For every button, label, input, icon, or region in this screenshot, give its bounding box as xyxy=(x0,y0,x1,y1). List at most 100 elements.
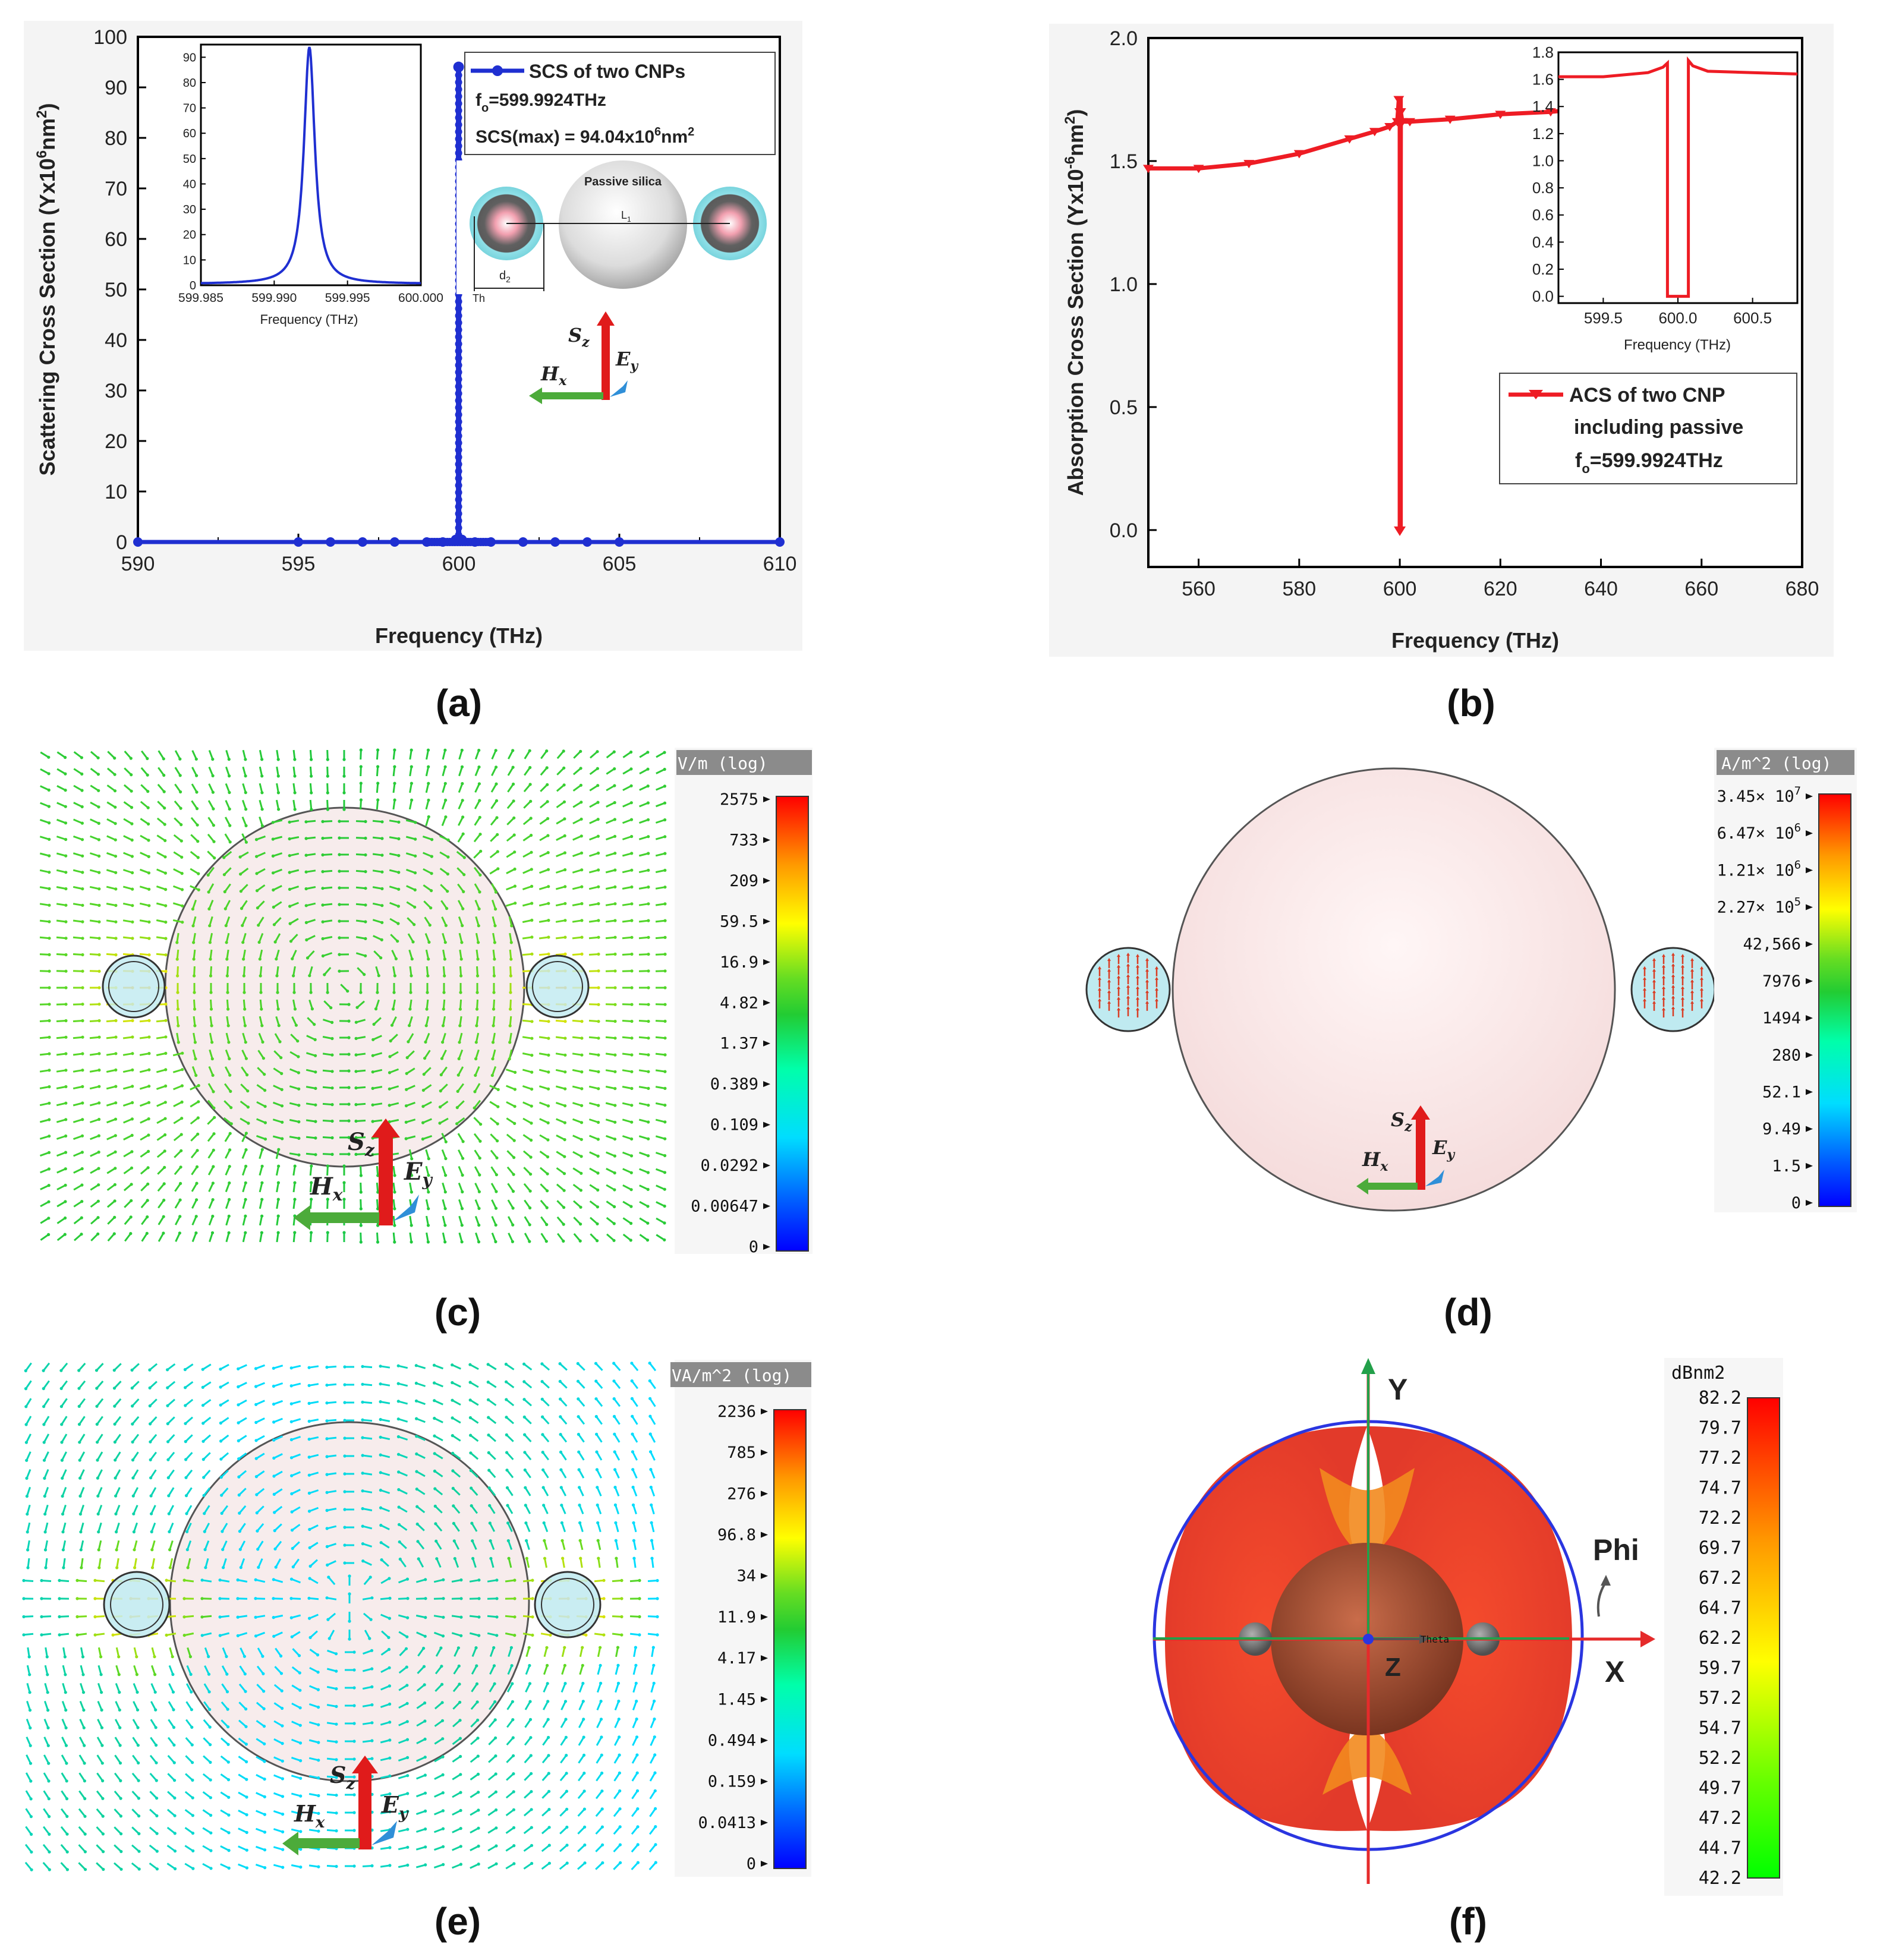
field-arrow xyxy=(322,1153,333,1155)
field-arrow xyxy=(73,1053,83,1056)
field-arrow-head xyxy=(495,1190,498,1193)
field-arrow xyxy=(322,1019,333,1023)
field-arrow-head xyxy=(359,1190,363,1194)
field-arrow xyxy=(276,766,279,777)
field-arrow xyxy=(577,1398,585,1407)
field-arrow xyxy=(605,903,616,906)
field-arrow-head xyxy=(193,1007,197,1011)
field-arrow-head xyxy=(182,1578,186,1582)
field-arrow-head xyxy=(314,1136,317,1140)
field-arrow-head xyxy=(96,1232,100,1236)
field-arrow xyxy=(185,1701,193,1710)
field-arrow xyxy=(470,1701,478,1710)
field-arrow xyxy=(56,818,67,824)
field-arrow-head xyxy=(80,789,84,792)
field-arrow-head xyxy=(129,1215,133,1219)
panel-d-colorbar-label: 280 xyxy=(1772,1046,1801,1064)
field-arrow-head xyxy=(513,1615,517,1619)
field-arrow-head xyxy=(207,1690,211,1694)
panel-d-colorbar-pointer xyxy=(1806,1126,1813,1132)
field-arrow xyxy=(424,933,430,943)
field-arrow xyxy=(106,936,116,940)
field-arrow xyxy=(174,1199,181,1209)
field-arrow xyxy=(115,1647,120,1658)
field-arrow xyxy=(408,1016,413,1026)
field-arrow xyxy=(474,1149,481,1159)
panel-a-ytick-label: 100 xyxy=(93,26,127,49)
field-arrow-head xyxy=(582,1789,586,1793)
field-arrow-head xyxy=(404,1120,408,1124)
field-arrow-head xyxy=(580,1087,584,1091)
field-arrow-head xyxy=(273,940,277,944)
field-arrow xyxy=(185,1773,193,1781)
field-arrow xyxy=(241,1050,247,1059)
panel-d-colorbar-title: A/m^2 (log) xyxy=(1721,754,1831,773)
field-arrow-head xyxy=(64,1200,67,1203)
panel-a-spike-point xyxy=(455,446,462,454)
field-arrow-head xyxy=(414,1381,418,1385)
field-arrow-head xyxy=(97,1019,101,1023)
field-arrow xyxy=(114,1737,121,1746)
field-arrow-head xyxy=(630,1053,634,1057)
field-arrow xyxy=(372,1086,383,1089)
field-arrow-head xyxy=(164,1068,168,1072)
field-arrow-head xyxy=(310,1181,313,1184)
field-arrow xyxy=(405,819,416,824)
field-arrow-head xyxy=(462,890,465,893)
field-arrow-head xyxy=(460,1207,464,1211)
field-arrow xyxy=(407,1033,414,1042)
field-arrow-head xyxy=(613,1003,617,1006)
field-arrow xyxy=(572,886,582,890)
field-arrow-head xyxy=(260,1198,264,1201)
field-arrow-head xyxy=(595,1432,599,1436)
field-arrow xyxy=(24,1844,33,1853)
field-arrow xyxy=(114,1772,121,1782)
field-arrow xyxy=(242,932,247,943)
field-arrow-head xyxy=(461,907,465,910)
field-arrow-head xyxy=(613,1188,616,1192)
field-arrow xyxy=(186,1523,192,1532)
field-arrow-head xyxy=(260,758,264,761)
field-arrow-head xyxy=(380,820,384,824)
field-arrow xyxy=(631,1362,639,1372)
field-arrow xyxy=(631,1398,638,1407)
panel-c-colorbar-label: 16.9 xyxy=(720,953,758,972)
field-arrow xyxy=(436,1558,442,1568)
field-arrow xyxy=(133,1647,138,1658)
field-arrow-head xyxy=(164,1051,168,1055)
field-arrow xyxy=(524,1434,532,1442)
field-arrow-head xyxy=(563,1104,567,1108)
field-arrow-head xyxy=(65,1779,68,1783)
field-arrow xyxy=(540,1199,548,1209)
field-arrow xyxy=(39,1036,50,1039)
field-arrow xyxy=(221,1665,228,1675)
field-arrow xyxy=(458,932,463,943)
field-arrow-head xyxy=(64,1101,68,1105)
field-arrow xyxy=(539,1118,549,1124)
field-arrow xyxy=(131,1772,140,1782)
field-arrow xyxy=(487,1632,497,1637)
field-arrow-head xyxy=(81,1118,84,1121)
field-arrow-head xyxy=(468,1416,473,1420)
field-arrow-head xyxy=(525,1539,528,1542)
field-arrow-head xyxy=(443,1190,447,1194)
field-arrow-head xyxy=(368,1637,371,1640)
field-arrow-head xyxy=(613,1070,617,1073)
field-arrow xyxy=(292,1232,296,1243)
field-arrow-head xyxy=(460,765,464,768)
field-arrow xyxy=(97,1487,103,1496)
field-arrow-head xyxy=(432,1363,436,1367)
field-arrow-head xyxy=(326,808,330,811)
field-arrow-head xyxy=(654,1861,657,1864)
field-arrow-head xyxy=(146,806,150,809)
field-arrow-head xyxy=(396,1400,400,1403)
field-arrow xyxy=(389,886,399,890)
field-arrow xyxy=(184,1827,194,1834)
field-arrow xyxy=(326,1401,337,1404)
field-arrow xyxy=(114,1363,122,1371)
panel-d-colorbar-value: 6.47× 10 xyxy=(1717,824,1794,843)
field-arrow-head xyxy=(596,801,600,804)
field-arrow-head xyxy=(314,1120,317,1123)
field-arrow xyxy=(440,900,448,909)
field-arrow xyxy=(488,1470,496,1478)
